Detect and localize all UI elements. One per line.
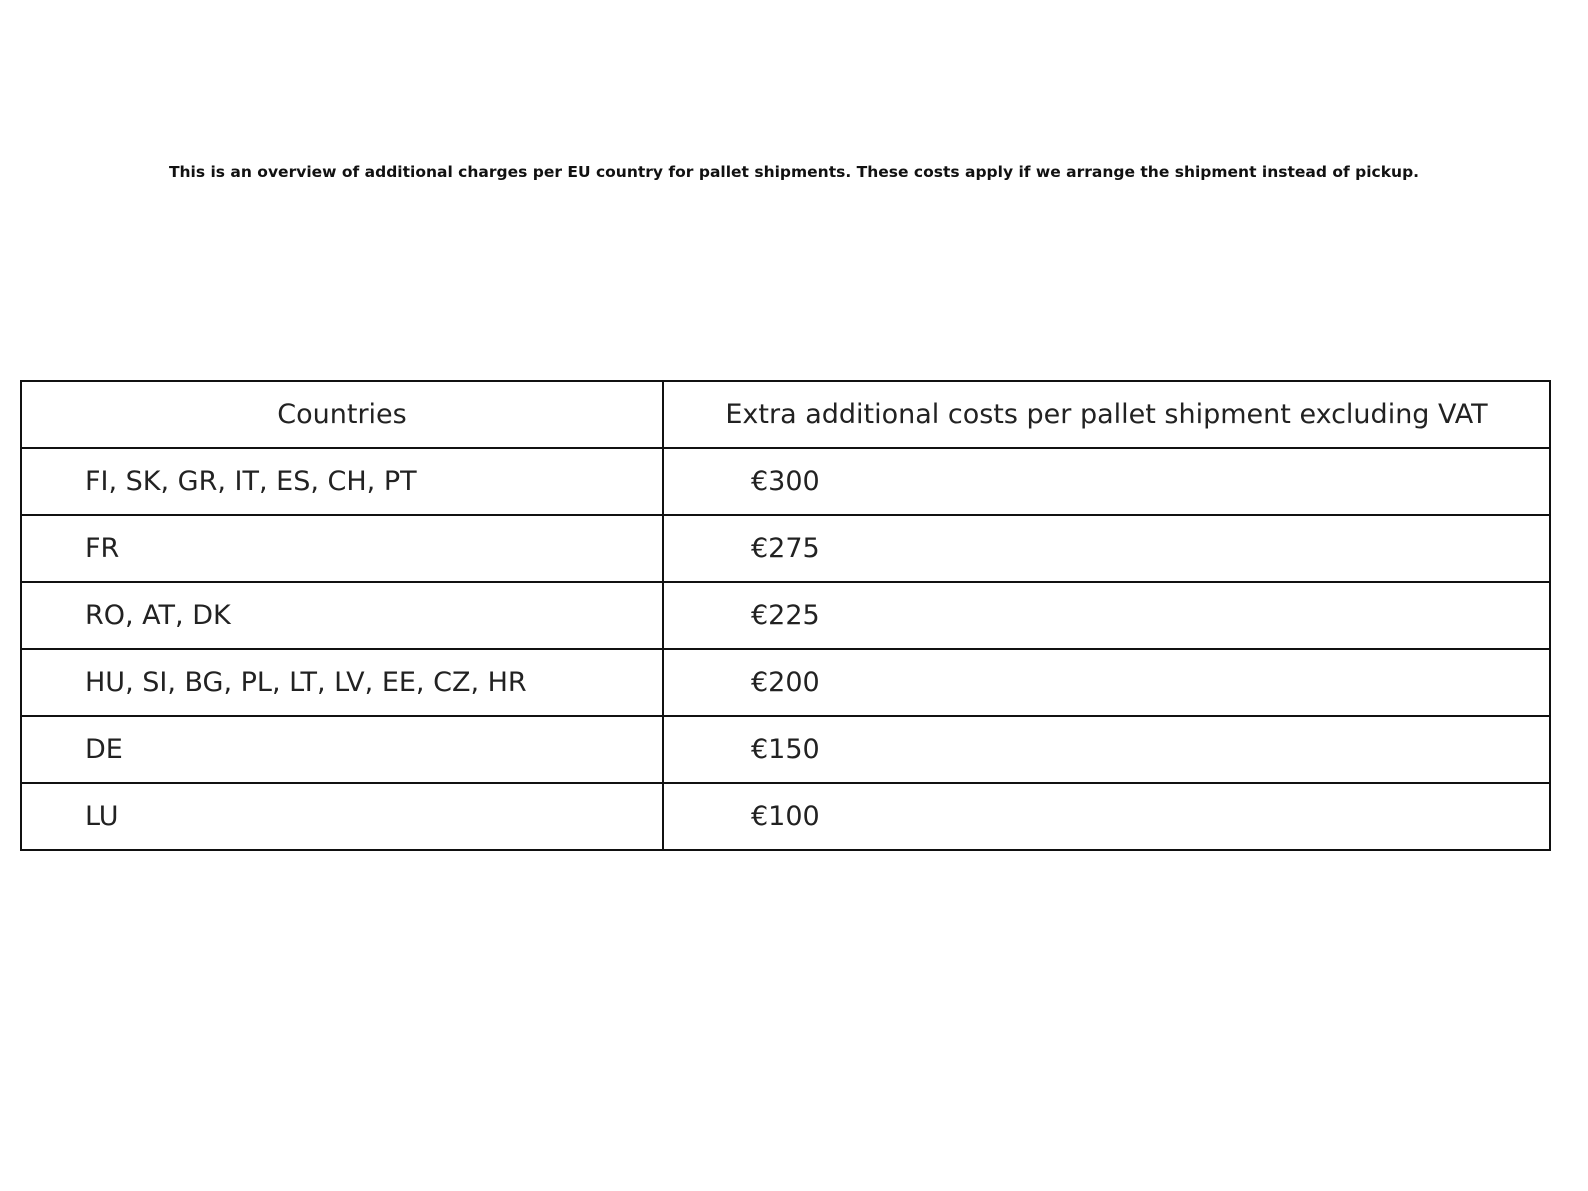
table-row: FI, SK, GR, IT, ES, CH, PT €300 (20, 447, 1551, 516)
cell-countries: FR (20, 514, 664, 583)
header-countries: Countries (20, 380, 664, 449)
cell-cost: €100 (662, 782, 1551, 851)
cell-countries: FI, SK, GR, IT, ES, CH, PT (20, 447, 664, 516)
header-extra-costs: Extra additional costs per pallet shipme… (662, 380, 1551, 449)
cell-cost: €300 (662, 447, 1551, 516)
cell-countries: LU (20, 782, 664, 851)
cell-countries: HU, SI, BG, PL, LT, LV, EE, CZ, HR (20, 648, 664, 717)
cell-cost: €225 (662, 581, 1551, 650)
table-row: FR €275 (20, 514, 1551, 583)
pallet-charges-table: Countries Extra additional costs per pal… (20, 380, 1551, 851)
cell-cost: €200 (662, 648, 1551, 717)
table-row: LU €100 (20, 782, 1551, 851)
intro-text: This is an overview of additional charge… (168, 163, 1420, 181)
table-row: RO, AT, DK €225 (20, 581, 1551, 650)
cell-cost: €275 (662, 514, 1551, 583)
cell-cost: €150 (662, 715, 1551, 784)
cell-countries: RO, AT, DK (20, 581, 664, 650)
table-row: HU, SI, BG, PL, LT, LV, EE, CZ, HR €200 (20, 648, 1551, 717)
table-row: DE €150 (20, 715, 1551, 784)
table-header-row: Countries Extra additional costs per pal… (20, 380, 1551, 449)
cell-countries: DE (20, 715, 664, 784)
